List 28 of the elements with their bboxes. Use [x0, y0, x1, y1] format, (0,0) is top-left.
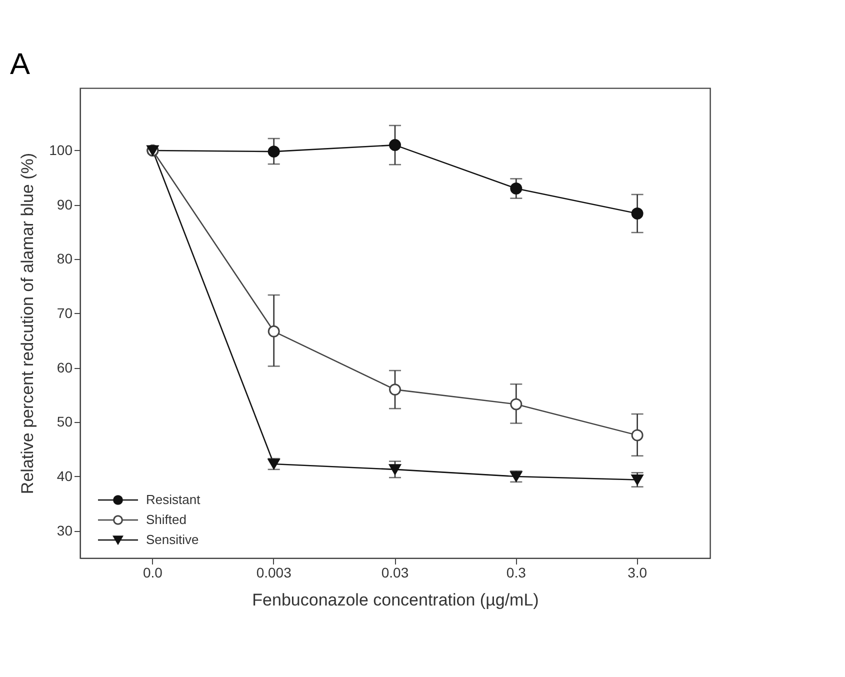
text: A [10, 48, 30, 81]
legend-label: Shifted [146, 512, 186, 527]
x-tick-label: 0.03 [381, 564, 409, 580]
x-tick-label: 0.0 [142, 564, 163, 580]
point [631, 429, 644, 442]
point [389, 384, 401, 396]
y-tick-label: 30 [56, 522, 73, 538]
y-tick-label: 80 [56, 250, 73, 267]
x-tick-label: 0.003 [256, 564, 292, 580]
point [268, 325, 280, 338]
y-tick-label: 90 [56, 196, 73, 212]
x-axis-title: Fenbuconazole concentration (µg/mL) [252, 590, 539, 610]
y-axis-title: Relative percent redcution of alamar blue (%) [18, 152, 38, 494]
point [268, 146, 280, 158]
point [510, 398, 522, 410]
y-tick-label: 100 [49, 142, 73, 158]
point [389, 464, 401, 475]
point [389, 139, 401, 152]
y-tick-label: 70 [56, 304, 73, 321]
legend-label: Sensitive [146, 532, 199, 547]
y-tick-label: 60 [56, 359, 73, 376]
y-tick-label: 50 [56, 414, 73, 430]
legend-label: Resistant [146, 492, 201, 507]
x-tick-label: 0.3 [506, 564, 526, 580]
x-tick-label: 3.0 [628, 564, 648, 580]
y-tick-label: 40 [56, 468, 73, 484]
point [510, 182, 522, 195]
point [631, 208, 644, 220]
